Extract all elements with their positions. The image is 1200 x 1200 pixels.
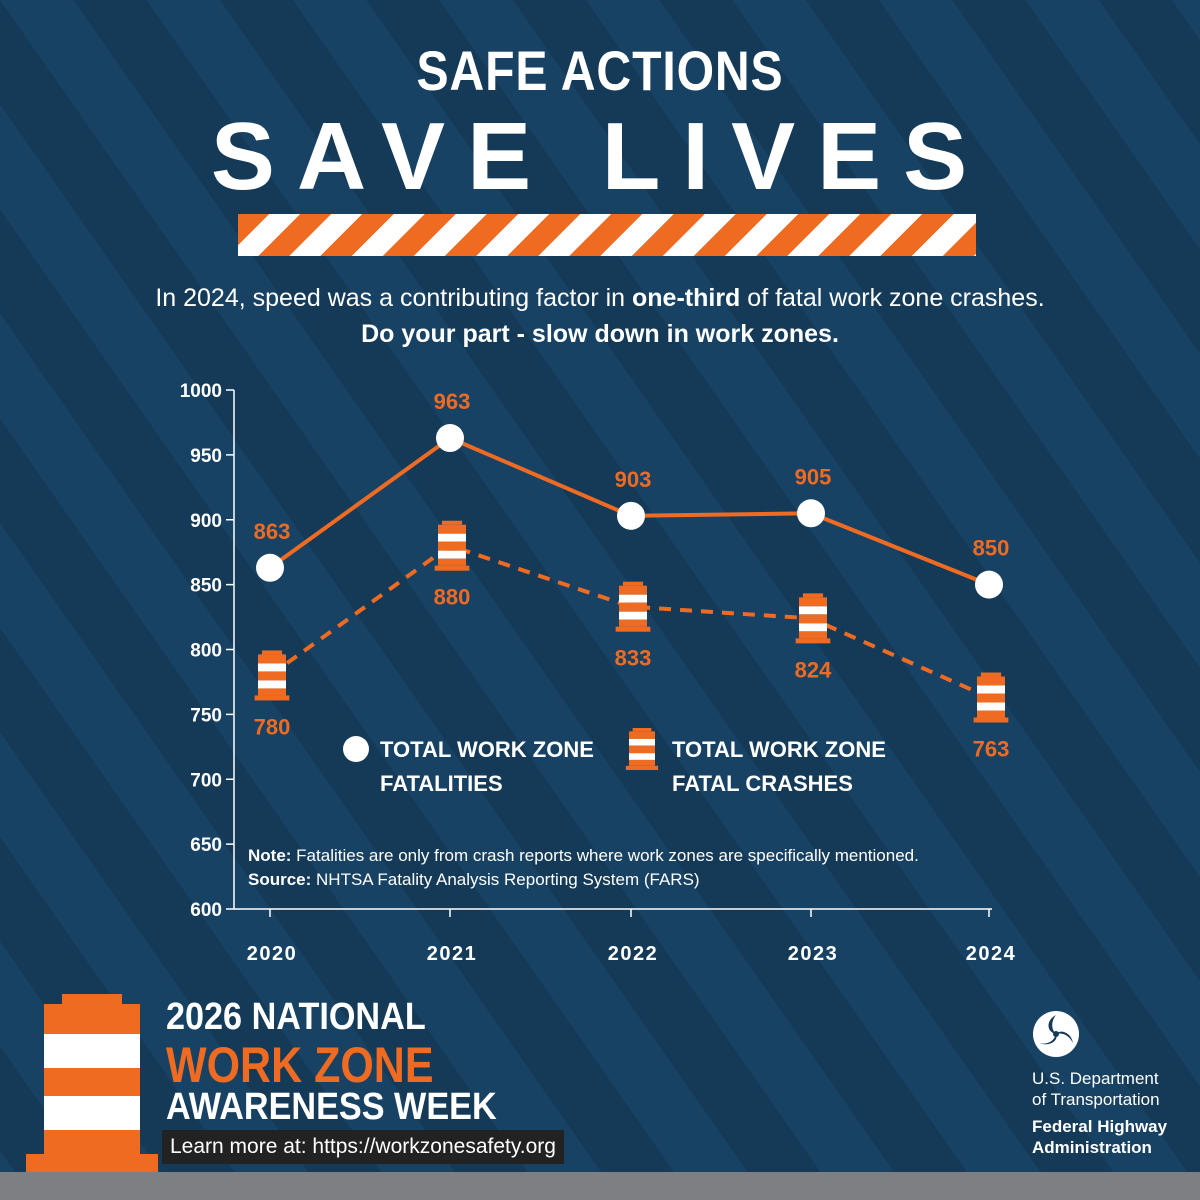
legend-fatalities-line1: TOTAL WORK ZONE (380, 737, 594, 762)
chart-note: Note: Fatalities are only from crash rep… (248, 846, 919, 889)
learn-more-link[interactable]: Learn more at: https://workzonesafety.or… (162, 1130, 564, 1164)
point-fatalities (436, 424, 464, 453)
x-tick-label: 2023 (788, 943, 839, 965)
data-label-fatalities: 850 (973, 536, 1010, 561)
footer-work-zone: WORK ZONE (166, 1037, 434, 1093)
data-label-fatalities: 963 (434, 389, 471, 414)
y-tick-label: 750 (190, 705, 222, 726)
headline-save-lives: SAVE LIVES (210, 103, 990, 210)
bottom-strip (0, 1172, 1200, 1200)
legend-fatalities-line2: FATALITIES (380, 771, 503, 796)
legend-fatalities-label: TOTAL WORK ZONE FATALITIES (380, 733, 594, 801)
y-tick-label: 700 (190, 770, 222, 791)
footer-year-national: 2026 NATIONAL (166, 996, 426, 1038)
barrel-point (434, 520, 470, 571)
traffic-barrel-icon (26, 994, 158, 1172)
data-label-crashes: 780 (254, 714, 291, 739)
legend-fatalities-marker (343, 736, 369, 762)
data-label-fatalities: 863 (254, 519, 291, 544)
data-label-crashes: 763 (973, 737, 1010, 762)
hazard-stripe-bar (238, 214, 976, 256)
data-label-fatalities: 903 (615, 467, 652, 492)
x-tick-label: 2024 (966, 943, 1017, 965)
barrel-point (254, 650, 290, 701)
headline-safe-actions: SAFE ACTIONS (416, 39, 784, 102)
data-label-crashes: 824 (795, 657, 832, 682)
barrel-point (615, 581, 651, 632)
agency-department: U.S. Department of Transportation (1032, 1069, 1160, 1109)
point-fatalities (617, 501, 645, 530)
barrel-point (973, 672, 1009, 723)
series-fatal-crashes-line (268, 543, 990, 700)
barrel-point (795, 593, 831, 644)
point-fatalities (975, 570, 1003, 599)
point-fatalities (256, 553, 284, 582)
intro-text: In 2024, speed was a contributing factor… (155, 284, 1045, 312)
legend-crashes-marker (625, 728, 659, 770)
y-tick-label: 800 (190, 641, 222, 662)
y-tick-label: 650 (190, 835, 222, 856)
y-tick-label: 600 (190, 900, 222, 921)
x-tick-label: 2021 (427, 943, 478, 965)
data-label-fatalities: 905 (795, 464, 832, 489)
data-label-crashes: 833 (615, 646, 652, 671)
dot-triskelion-logo-icon (1033, 1011, 1079, 1057)
y-tick-label: 950 (190, 446, 222, 467)
legend-crashes-label: TOTAL WORK ZONE FATAL CRASHES (672, 733, 886, 801)
y-tick-label: 900 (190, 511, 222, 532)
intro-call-to-action: Do your part - slow down in work zones. (361, 320, 839, 348)
y-tick-label: 1000 (180, 381, 222, 402)
point-fatalities (797, 499, 825, 528)
y-tick-label: 850 (190, 576, 222, 597)
footer-awareness-week: AWARENESS WEEK (166, 1086, 497, 1128)
agency-fhwa: Federal Highway Administration (1032, 1117, 1168, 1157)
x-tick-label: 2020 (247, 943, 298, 965)
data-label-crashes: 880 (434, 585, 471, 610)
legend-crashes-line1: TOTAL WORK ZONE (672, 737, 886, 762)
x-tick-label: 2022 (608, 943, 659, 965)
legend-crashes-line2: FATAL CRASHES (672, 771, 853, 796)
